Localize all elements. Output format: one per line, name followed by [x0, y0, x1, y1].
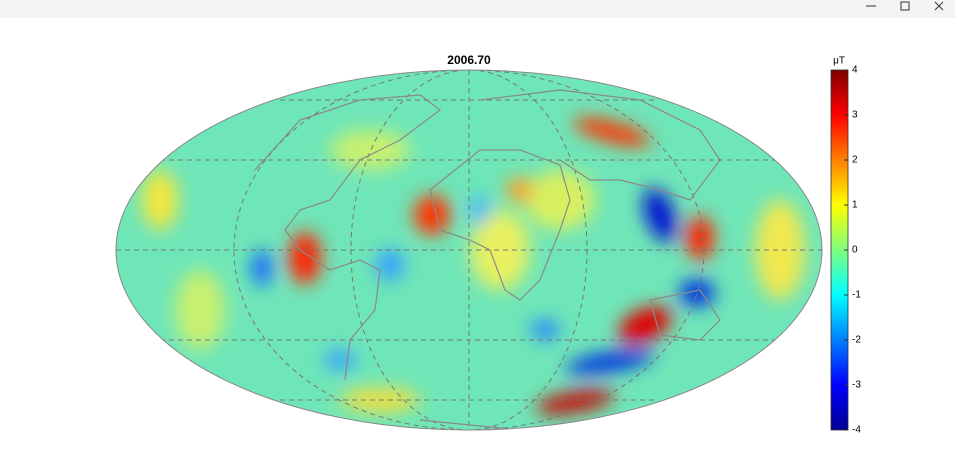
map-title: 2006.70: [447, 53, 491, 67]
colorbar-tick-label: 3: [852, 110, 858, 121]
map: [116, 70, 822, 430]
colorbar-tick-label: 1: [852, 200, 858, 211]
graticule: [116, 70, 822, 430]
colorbar-tick-label: 4: [852, 65, 858, 76]
close-button[interactable]: [934, 1, 944, 11]
colorbar-tick-label: -3: [852, 380, 861, 391]
colorbar-tick-label: -2: [852, 335, 861, 346]
title-bar: [0, 0, 955, 18]
colorbar-label: μT: [833, 56, 845, 67]
colorbar-tick-label: -1: [852, 290, 861, 301]
colorbar-tick-label: 0: [852, 245, 858, 256]
maximize-button[interactable]: [900, 1, 910, 11]
colorbar-tick-label: -4: [852, 425, 861, 436]
map-border: [115, 69, 823, 431]
colorbar-tick-label: 2: [852, 155, 858, 166]
